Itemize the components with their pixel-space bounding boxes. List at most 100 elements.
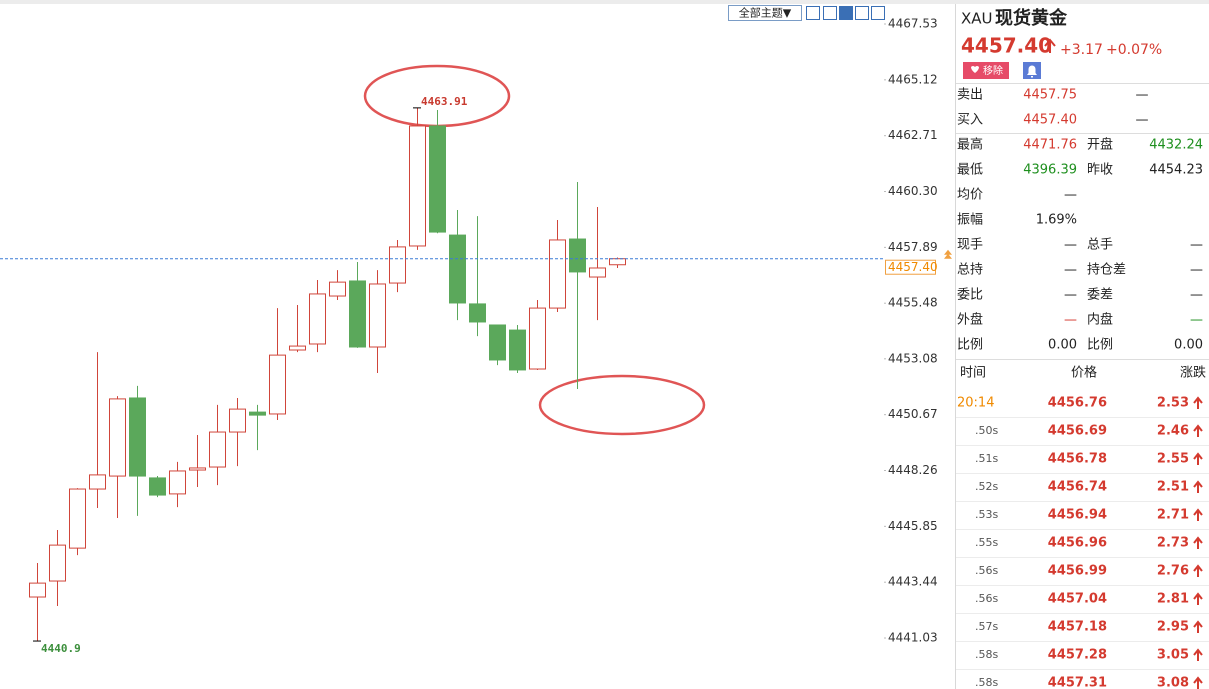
candle-body — [349, 280, 366, 348]
trade-change: 2.73 — [1157, 536, 1189, 551]
stat-label: 现手 — [957, 238, 983, 253]
toolbar-icons[interactable] — [806, 6, 885, 20]
stat-label: 外盘 — [957, 312, 983, 328]
trade-time: 20:14 — [957, 396, 994, 411]
bell-icon — [1027, 65, 1037, 78]
up-arrow — [1193, 536, 1203, 549]
trade-time: .57s — [975, 620, 998, 633]
candle-body — [289, 345, 306, 351]
stat-label: 最高 — [957, 137, 983, 153]
candle-body — [69, 488, 86, 549]
stat-value: 4471.76 — [1023, 138, 1077, 153]
up-arrow — [1044, 38, 1056, 53]
stat-value: — — [1064, 238, 1077, 253]
stat-value: — — [1190, 238, 1203, 253]
stat-value: — — [1190, 263, 1203, 278]
stat-label: 委差 — [1087, 288, 1113, 303]
stat-value: — — [1190, 288, 1203, 303]
y-tick-label: 4467.53 — [888, 17, 938, 31]
stat-value: — — [1136, 113, 1149, 128]
stat-value: — — [1064, 288, 1077, 303]
trade-price: 4457.04 — [1048, 592, 1107, 607]
candle-body — [489, 324, 506, 361]
trade-change: 2.46 — [1157, 424, 1189, 439]
trade-price: 4457.28 — [1048, 648, 1107, 663]
candlestick-chart: 4467.53 4465.12 4462.71 4460.30 4457.89 4455.… — [0, 17, 952, 655]
current-price-label: 4457.40 — [888, 260, 938, 274]
trade-time: .58s — [975, 648, 998, 661]
trade-change: 2.55 — [1157, 452, 1189, 467]
candle-body — [129, 397, 146, 477]
stat-label: 买入 — [957, 113, 983, 128]
candle-body — [469, 303, 486, 323]
candle-body — [309, 293, 326, 345]
up-arrow — [1193, 592, 1203, 605]
trade-price: 4457.18 — [1048, 620, 1107, 635]
stat-value: 0.00 — [1174, 338, 1203, 353]
y-tick-label: 4448.26 — [888, 463, 938, 477]
table-header: 价格 — [1071, 365, 1097, 381]
trade-change: 2.76 — [1157, 564, 1189, 579]
up-arrow — [1193, 396, 1203, 409]
y-tick-label: 4462.71 — [888, 128, 938, 142]
stat-value: 4457.40 — [1023, 113, 1077, 128]
candle-body — [29, 582, 46, 598]
up-arrow — [1193, 676, 1203, 689]
y-tick-label: 4441.03 — [888, 631, 938, 645]
current-price-box — [885, 259, 936, 275]
candle-body — [569, 238, 586, 273]
trade-change: 2.71 — [1157, 508, 1189, 523]
candle-body — [369, 283, 386, 348]
stat-label: 比例 — [1087, 338, 1113, 353]
trade-change: 3.08 — [1157, 676, 1189, 689]
trade-change: 2.95 — [1157, 620, 1189, 635]
stat-value: — — [1136, 88, 1149, 103]
remove-label[interactable]: 移除 — [983, 64, 1003, 77]
trade-time: .52s — [975, 480, 998, 493]
candle-body — [229, 408, 246, 433]
candle-body — [389, 246, 406, 284]
stat-value: — — [1190, 313, 1203, 328]
theme-button[interactable] — [728, 5, 802, 21]
instrument-name: 现货黄金 — [995, 7, 1068, 29]
y-tick-label: 4465.12 — [888, 72, 938, 86]
y-tick-label: 4457.89 — [888, 240, 938, 254]
stat-label: 总持 — [957, 263, 983, 278]
trade-time: .51s — [975, 452, 998, 465]
trade-time: .50s — [975, 424, 998, 437]
trade-time: .56s — [975, 564, 998, 577]
remove-button[interactable] — [963, 62, 1009, 79]
table-header: 涨跌 — [1180, 365, 1206, 381]
up-arrow — [1193, 452, 1203, 465]
stat-value: 4396.39 — [1023, 163, 1077, 178]
trade-change: 2.51 — [1157, 480, 1189, 495]
stat-label: 卖出 — [957, 88, 983, 103]
candle-body — [409, 125, 426, 247]
stat-label: 最低 — [957, 163, 983, 178]
up-arrow — [1193, 564, 1203, 577]
candle-body — [429, 125, 446, 233]
stat-value: — — [1064, 263, 1077, 278]
y-tick-label: 4445.85 — [888, 519, 938, 533]
candle-body — [249, 411, 266, 416]
candle-body — [189, 467, 206, 471]
stat-label: 委比 — [957, 288, 983, 303]
y-tick-label: 4450.67 — [888, 407, 938, 421]
candle-body — [269, 354, 286, 415]
trade-price: 4457.31 — [1048, 676, 1107, 689]
quote-panel: 卖出 4457.75 — 买入 4457.40 — 最高 4471.76 开盘 4432.24 最低… — [956, 83, 1209, 689]
stat-label: 昨收 — [1087, 163, 1113, 178]
trade-price: 4456.78 — [1048, 452, 1107, 467]
candle-body — [149, 477, 166, 496]
table-header: 时间 — [960, 366, 986, 381]
trade-change: 2.81 — [1157, 592, 1189, 607]
candle-body — [109, 398, 126, 477]
up-arrow — [1193, 508, 1203, 521]
candle-body — [589, 267, 606, 278]
candle-body — [169, 470, 186, 495]
theme-button-label[interactable]: 全部主题▼ — [739, 6, 792, 20]
y-tick-label: 4455.48 — [888, 296, 938, 310]
stat-value: 0.00 — [1048, 338, 1077, 353]
trade-change: 3.05 — [1157, 648, 1189, 663]
